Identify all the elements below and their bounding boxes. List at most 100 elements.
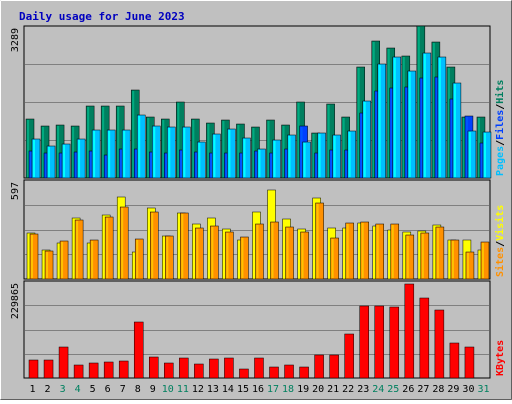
bar-kbytes-day-19 xyxy=(299,366,309,379)
bar-kbytes-day-2 xyxy=(43,359,54,379)
bar-sites-day-23 xyxy=(360,221,369,280)
bar-sites-day-9 xyxy=(150,211,159,280)
legend-label-visits: Visits xyxy=(494,205,506,241)
bar-sites-day-15 xyxy=(240,236,249,280)
legend-kbytes: KBytes xyxy=(495,340,506,376)
bar-kbytes-day-16 xyxy=(254,357,264,379)
legend-separator: / xyxy=(495,140,506,146)
bar-sites-day-27 xyxy=(420,232,430,280)
bar-sites-day-21 xyxy=(330,237,339,280)
bar-sites-day-29 xyxy=(450,239,460,280)
bar-sites-day-17 xyxy=(270,221,279,280)
bar-kbytes-day-29 xyxy=(449,342,460,379)
x-tick-label-24: 24 xyxy=(372,384,384,395)
bar-sites-day-22 xyxy=(345,222,354,280)
bar-pages-day-2 xyxy=(46,145,56,179)
bar-kbytes-day-21 xyxy=(329,354,339,379)
bar-sites-day-12 xyxy=(195,227,204,280)
bar-kbytes-day-7 xyxy=(118,360,129,379)
bar-kbytes-day-22 xyxy=(344,333,354,379)
bar-pages-day-28 xyxy=(437,56,447,179)
chart-title: Daily usage for June 2023 xyxy=(19,10,185,23)
x-tick-label-15: 15 xyxy=(237,384,249,395)
bar-sites-day-16 xyxy=(255,223,264,280)
bar-pages-day-12 xyxy=(197,141,206,179)
bar-sites-day-31 xyxy=(480,241,490,280)
panel-kbytes: 229865 KBytes xyxy=(10,280,506,379)
x-tick-label-8: 8 xyxy=(135,384,141,395)
panel-bot-bars xyxy=(28,283,475,379)
bar-pages-day-16 xyxy=(257,148,266,179)
bar-sites-day-30 xyxy=(465,251,475,280)
bar-kbytes-day-6 xyxy=(103,361,114,379)
bar-sites-day-24 xyxy=(375,223,384,280)
bar-pages-day-10 xyxy=(167,126,176,179)
bar-sites-day-11 xyxy=(180,212,189,280)
x-tick-label-23: 23 xyxy=(357,384,369,395)
bar-kbytes-day-18 xyxy=(284,364,294,379)
bar-kbytes-day-1 xyxy=(28,359,39,379)
bar-kbytes-day-30 xyxy=(464,346,475,379)
legend-label-kbytes: KBytes xyxy=(495,340,506,376)
panel-mid-bars xyxy=(26,189,490,280)
x-tick-label-7: 7 xyxy=(120,384,126,395)
x-tick-label-20: 20 xyxy=(312,384,324,395)
x-tick-label-11: 11 xyxy=(177,384,189,395)
bar-kbytes-day-25 xyxy=(389,306,400,379)
bar-sites-day-2 xyxy=(44,250,54,280)
bar-kbytes-day-20 xyxy=(314,354,324,379)
bar-kbytes-day-15 xyxy=(239,368,249,379)
bar-sites-day-1 xyxy=(29,233,39,280)
bar-kbytes-day-11 xyxy=(179,357,189,379)
legend-label-sites: Sites xyxy=(494,247,506,277)
bar-pages-day-23 xyxy=(362,100,371,179)
bar-sites-day-14 xyxy=(225,231,234,280)
bar-pages-day-18 xyxy=(287,134,296,179)
legend-hits: Pages/Files/Hits xyxy=(494,80,506,176)
x-tick-label-26: 26 xyxy=(402,384,414,395)
legend-visits: Sites/Visits xyxy=(494,205,506,277)
bar-sites-day-8 xyxy=(134,238,144,280)
bar-pages-day-15 xyxy=(242,137,251,179)
bar-sites-day-18 xyxy=(285,226,294,280)
x-tick-label-30: 30 xyxy=(462,384,474,395)
bar-pages-day-13 xyxy=(212,133,221,179)
bar-sites-day-6 xyxy=(104,216,114,280)
bar-kbytes-day-12 xyxy=(194,363,204,379)
bar-kbytes-day-5 xyxy=(88,362,99,379)
bar-kbytes-day-17 xyxy=(269,366,279,379)
bar-pages-day-11 xyxy=(182,126,191,179)
bar-pages-day-21 xyxy=(332,134,341,179)
bar-pages-day-14 xyxy=(227,128,236,179)
bar-pages-day-17 xyxy=(272,139,281,179)
bar-pages-day-5 xyxy=(91,129,101,179)
x-tick-label-14: 14 xyxy=(222,384,234,395)
legend-label-files: Files xyxy=(494,110,506,140)
bar-kbytes-day-14 xyxy=(224,357,234,379)
bar-sites-day-4 xyxy=(74,219,84,280)
bar-pages-day-25 xyxy=(392,56,402,179)
bar-pages-day-9 xyxy=(152,125,161,179)
panel-sites-visits: 597 Sites/Visits xyxy=(10,179,506,280)
bar-pages-day-30 xyxy=(467,130,477,179)
bar-sites-day-26 xyxy=(405,234,415,280)
bar-pages-day-29 xyxy=(452,82,462,179)
bar-kbytes-day-10 xyxy=(164,362,174,379)
bar-sites-day-28 xyxy=(435,226,445,280)
x-tick-label-9: 9 xyxy=(150,384,156,395)
legend-label-pages: Pages xyxy=(495,146,506,176)
panel-pages-files-hits: 3289 Pages/Files/Hits xyxy=(10,25,506,179)
x-tick-label-3: 3 xyxy=(60,384,66,395)
bar-pages-day-7 xyxy=(121,129,131,179)
x-tick-label-22: 22 xyxy=(342,384,354,395)
x-tick-label-12: 12 xyxy=(192,384,204,395)
bar-kbytes-day-3 xyxy=(58,346,69,379)
bar-pages-day-19 xyxy=(302,141,311,179)
bar-sites-day-13 xyxy=(210,225,219,280)
x-tick-label-19: 19 xyxy=(297,384,309,395)
bar-sites-day-25 xyxy=(390,223,400,280)
x-tick-label-13: 13 xyxy=(207,384,219,395)
panel-bot-legend: KBytes xyxy=(495,340,506,376)
